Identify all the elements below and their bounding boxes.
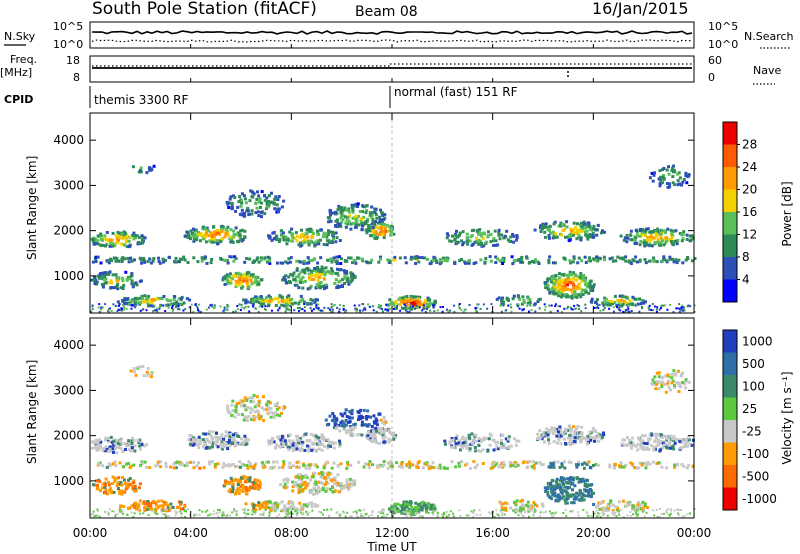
velocity-colorbar: 1000 500 100 25 -25 -100 -500 -1000	[722, 329, 777, 511]
velocity-heatmap	[90, 318, 696, 519]
velocity-colorbar-tick: -25	[742, 424, 762, 438]
power-colorbar-tick: 8	[742, 250, 750, 264]
power-ytick: 2000	[53, 224, 84, 238]
nsearch-tick-bottom: 10^0	[708, 38, 738, 51]
nsky-trace	[91, 30, 693, 35]
nsky-label: N.Sky	[4, 30, 36, 43]
power-colorbar-cell	[723, 122, 737, 145]
power-colorbar-tick: 12	[742, 228, 757, 242]
power-colorbar-cell	[723, 212, 737, 235]
velocity-colorbar-tick: -500	[742, 469, 769, 483]
power-colorbar-tick: 16	[742, 205, 757, 219]
velocity-panel: 1000 2000 3000 4000 Slant Range [km]	[25, 317, 696, 519]
velocity-colorbar-tick: 500	[742, 357, 765, 371]
xtick: 16:00	[475, 526, 510, 540]
xtick: 08:00	[274, 526, 309, 540]
freq-tick-bottom: 8	[73, 71, 80, 84]
figure-title: South Pole Station (fitACF)	[92, 0, 317, 19]
power-ytick: 3000	[53, 178, 84, 192]
power-colorbar-tick: 4	[742, 273, 750, 287]
power-ytick: 1000	[53, 269, 84, 283]
power-colorbar-cell	[723, 279, 737, 302]
velocity-colorbar-cell	[723, 352, 737, 375]
date-label: 16/Jan/2015	[592, 0, 689, 18]
xtick: 00:00	[677, 526, 712, 540]
nave-tick-top: 60	[708, 54, 722, 67]
velocity-colorbar-cell	[723, 375, 737, 398]
power-ylabel: Slant Range [km]	[25, 156, 39, 260]
nsky-tick-top: 10^5	[53, 20, 83, 33]
noise-panel: N.Sky 10^5 10^0 10^5 10^0 N.Search	[4, 20, 794, 51]
velocity-colorbar-tick: 100	[742, 379, 765, 393]
velocity-colorbar-tick: -1000	[742, 492, 777, 506]
velocity-ytick: 4000	[53, 338, 84, 352]
power-panel: 1000 2000 3000 4000 Slant Range [km]	[25, 112, 697, 314]
freq-unit: [MHz]	[0, 66, 32, 79]
velocity-ytick: 2000	[53, 429, 84, 443]
power-colorbar-cell	[723, 257, 737, 280]
xtick: 12:00	[375, 526, 410, 540]
xtick: 04:00	[173, 526, 208, 540]
power-colorbar: 4 8 12 16 20 24 28	[722, 121, 757, 303]
nsearch-tick-top: 10^5	[708, 20, 738, 33]
velocity-colorbar-cell	[723, 397, 737, 420]
velocity-colorbar-cell	[723, 442, 737, 465]
velocity-colorbar-tick: -100	[742, 447, 769, 461]
velocity-colorbar-cell	[723, 330, 737, 353]
power-colorbar-cell	[723, 144, 737, 167]
power-colorbar-cell	[723, 189, 737, 212]
velocity-colorbar-label: Velocity [m s⁻¹]	[780, 371, 794, 464]
velocity-ytick: 3000	[53, 383, 84, 397]
nave-label: Nave	[753, 64, 781, 77]
velocity-colorbar-tick: 25	[742, 402, 757, 416]
nave-tick-bottom: 0	[708, 71, 715, 84]
velocity-ylabel: Slant Range [km]	[25, 360, 39, 464]
power-colorbar-label: Power [dB]	[780, 181, 794, 246]
xtick: 20:00	[576, 526, 611, 540]
time-axis: 00:00 04:00 08:00 12:00 16:00 20:00 00:00	[73, 44, 712, 540]
power-ytick: 4000	[53, 133, 84, 147]
cpid-label: CPID	[4, 93, 33, 106]
freq-label: Freq.	[10, 53, 37, 66]
cpid-panel: CPID themis 3300 RF normal (fast) 151 RF	[4, 85, 518, 108]
freq-tick-top: 18	[66, 54, 80, 67]
nsearch-label: N.Search	[744, 30, 794, 43]
nsearch-trace	[91, 39, 693, 43]
power-colorbar-tick: 24	[742, 160, 757, 174]
power-heatmap	[90, 113, 697, 314]
cpid-segment-2: normal (fast) 151 RF	[394, 85, 518, 99]
xlabel: Time UT	[366, 540, 417, 554]
power-colorbar-tick: 28	[742, 138, 757, 152]
velocity-colorbar-cell	[723, 487, 737, 510]
velocity-colorbar-cell	[723, 420, 737, 443]
velocity-ytick: 1000	[53, 474, 84, 488]
freq-panel: Freq. [MHz] 18 8 60 0 Nave	[0, 53, 781, 85]
velocity-colorbar-tick: 1000	[742, 334, 773, 348]
velocity-colorbar-cell	[723, 465, 737, 488]
xtick: 00:00	[73, 526, 108, 540]
power-colorbar-tick: 20	[742, 183, 757, 197]
beam-label: Beam 08	[355, 4, 418, 20]
cpid-segment-1: themis 3300 RF	[94, 93, 188, 107]
nsky-tick-bottom: 10^0	[53, 38, 83, 51]
power-colorbar-cell	[723, 167, 737, 190]
power-colorbar-cell	[723, 234, 737, 257]
